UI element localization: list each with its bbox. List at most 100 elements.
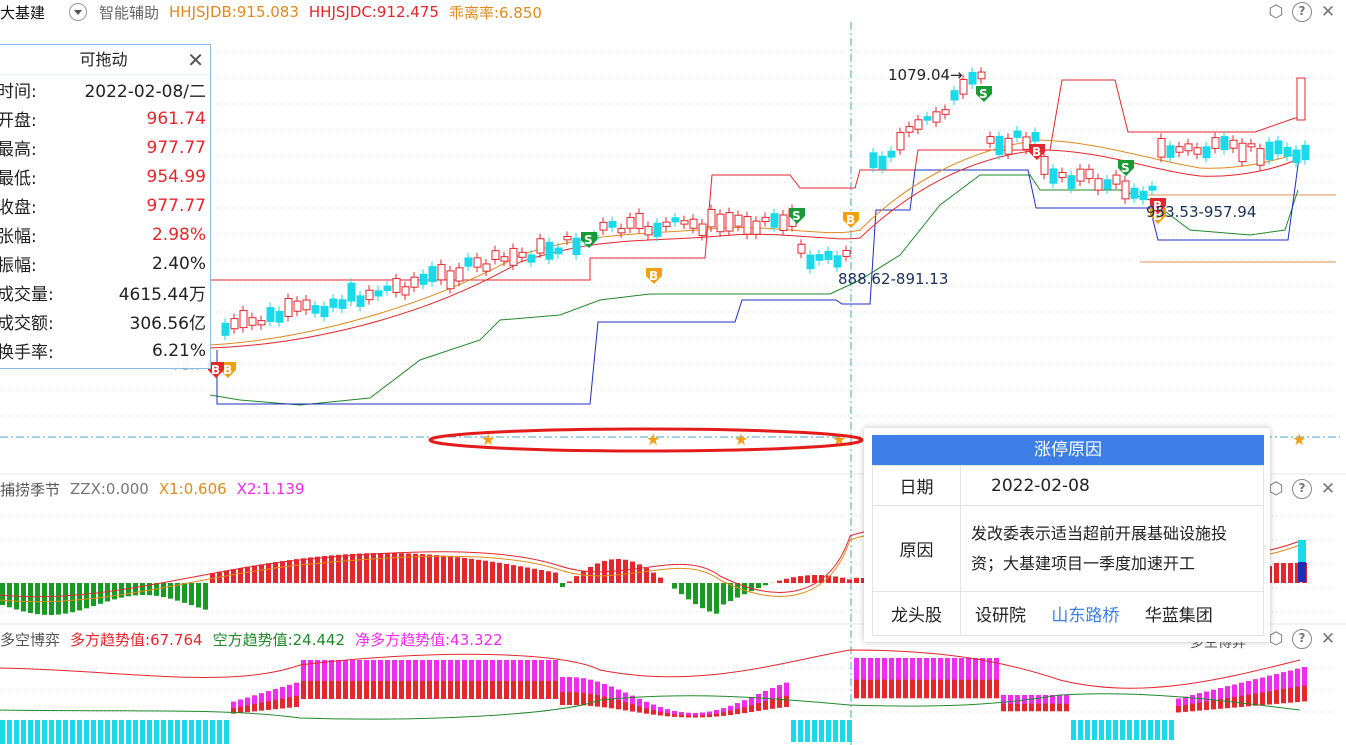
sub1-header: 捕捞季节 ZZX:0.000 X1:0.606 X2:1.139 (0, 477, 315, 501)
leader-stock-3[interactable]: 华蓝集团 (1144, 606, 1213, 626)
gear-icon[interactable]: ⬡ (1268, 629, 1284, 649)
close-icon[interactable]: ✕ (1320, 629, 1336, 649)
histogram-bar (728, 583, 733, 602)
candle-body (1301, 144, 1310, 161)
sub2-name[interactable]: 多空博弈 (0, 630, 61, 649)
indicator-name[interactable]: 智能辅助 (99, 3, 160, 22)
main-window-controls: ⬡ ? ✕ (1266, 2, 1338, 22)
sub1-name[interactable]: 捕捞季节 (0, 480, 61, 499)
histogram-bar (721, 583, 726, 605)
trend-bar-net (497, 660, 502, 681)
buy-marker (843, 212, 859, 228)
close-icon[interactable]: ✕ (187, 48, 204, 72)
trend-bar-net (756, 694, 761, 704)
trend-bar-net (280, 687, 285, 699)
candle-body (1130, 187, 1139, 199)
leader-label: 龙头股 (872, 591, 961, 636)
panel-title-bar[interactable]: 可拖动 ✕ (0, 45, 210, 75)
help-icon[interactable]: ? (1292, 2, 1312, 22)
histogram-bar (91, 583, 96, 607)
close-icon[interactable]: ✕ (1320, 479, 1336, 499)
histogram-bar (0, 583, 5, 605)
chevron-down-icon[interactable] (69, 3, 88, 21)
trend-bar-negative (77, 720, 82, 744)
histogram-bar (21, 583, 26, 612)
candle-body (806, 254, 815, 270)
trend-bar-negative (798, 720, 803, 742)
leader-stock-1[interactable]: 设研院 (975, 606, 1026, 626)
trend-bar-net (665, 709, 670, 714)
sub2-net: 净多方趋势值:43.322 (355, 630, 503, 649)
histogram-bar (644, 568, 649, 583)
candle-body (1103, 179, 1112, 190)
star-icon: ★ (481, 430, 495, 449)
histogram-bar (133, 583, 138, 596)
trend-bar-net (749, 697, 754, 706)
histogram-bar (399, 553, 404, 583)
trend-bar-net (1043, 695, 1048, 704)
ma-line-orange (209, 139, 1301, 346)
upper-band-line (210, 79, 1300, 281)
trend-bar-net (266, 691, 271, 702)
trend-bar-net (966, 658, 971, 680)
panel-row: 成交额: 306.56亿 (0, 307, 210, 336)
trend-bar-net (294, 682, 299, 696)
trend-bar-net (938, 658, 943, 680)
help-icon[interactable]: ? (1292, 629, 1312, 649)
candle-body (608, 221, 617, 228)
high-label: 1079.04→ (888, 66, 963, 84)
candle-body (689, 218, 698, 229)
buy-marker-red-letter: B (211, 363, 220, 377)
trend-bar-negative (63, 720, 68, 744)
close-icon[interactable]: ✕ (1320, 2, 1336, 22)
candle-body (464, 257, 473, 267)
leader-stock-2[interactable]: 山东路桥 (1051, 606, 1120, 626)
histogram-bar (392, 553, 397, 583)
draggable-info-panel[interactable]: 可拖动 ✕ 时间: 2022-02-08/二 开盘: 961.74 最高: 977.77 最… (0, 44, 211, 369)
trend-bar-net (875, 658, 880, 680)
candle-body (779, 214, 788, 231)
histogram-bar (322, 555, 327, 583)
trend-bar-net (980, 658, 985, 680)
trend-bar-net (343, 660, 348, 681)
candle-body (914, 119, 923, 130)
gear-icon[interactable]: ⬡ (1268, 479, 1284, 499)
trend-bar-net (707, 711, 712, 715)
histogram-bar (378, 553, 383, 583)
candle-body (1058, 171, 1067, 179)
histogram-bar (490, 561, 495, 583)
histogram-bar (700, 583, 705, 609)
candle-body (1148, 185, 1157, 191)
panel-row-label: 收盘: (0, 198, 37, 218)
help-icon[interactable]: ? (1292, 479, 1312, 499)
candle-body (653, 222, 662, 237)
candle-body (257, 320, 266, 326)
trend-bar-net (994, 658, 999, 680)
histogram-bar (1298, 562, 1306, 582)
candle-body (887, 150, 896, 158)
trend-bar-net (861, 658, 866, 680)
histogram-bar (259, 564, 264, 583)
histogram-bar (168, 583, 173, 599)
histogram-bar (861, 577, 866, 583)
trend-bar-net (357, 660, 362, 681)
trend-bar-negative (224, 720, 229, 744)
trend-bar-negative (1071, 720, 1076, 740)
panel-row: 成交量: 4615.44万 (0, 278, 210, 307)
leader-stocks: 设研院 山东路桥 华蓝集团 (960, 591, 1264, 636)
trend-bar-net (427, 660, 432, 681)
histogram-bar (707, 583, 712, 612)
panel-row-value: 2.40% (151, 253, 206, 274)
histogram-bar (301, 558, 306, 583)
gear-icon[interactable]: ⬡ (1268, 2, 1284, 22)
candle-body (428, 266, 437, 283)
candle-body (725, 212, 734, 232)
trend-bar-net (518, 660, 523, 681)
panel-row-value: 6.21% (151, 340, 206, 361)
trend-bar-net (1246, 681, 1251, 695)
trend-bar-negative (1162, 720, 1167, 740)
panel-row: 收盘: 977.77 (0, 191, 210, 220)
candle-body (905, 126, 914, 133)
trend-bar-net (924, 658, 929, 680)
